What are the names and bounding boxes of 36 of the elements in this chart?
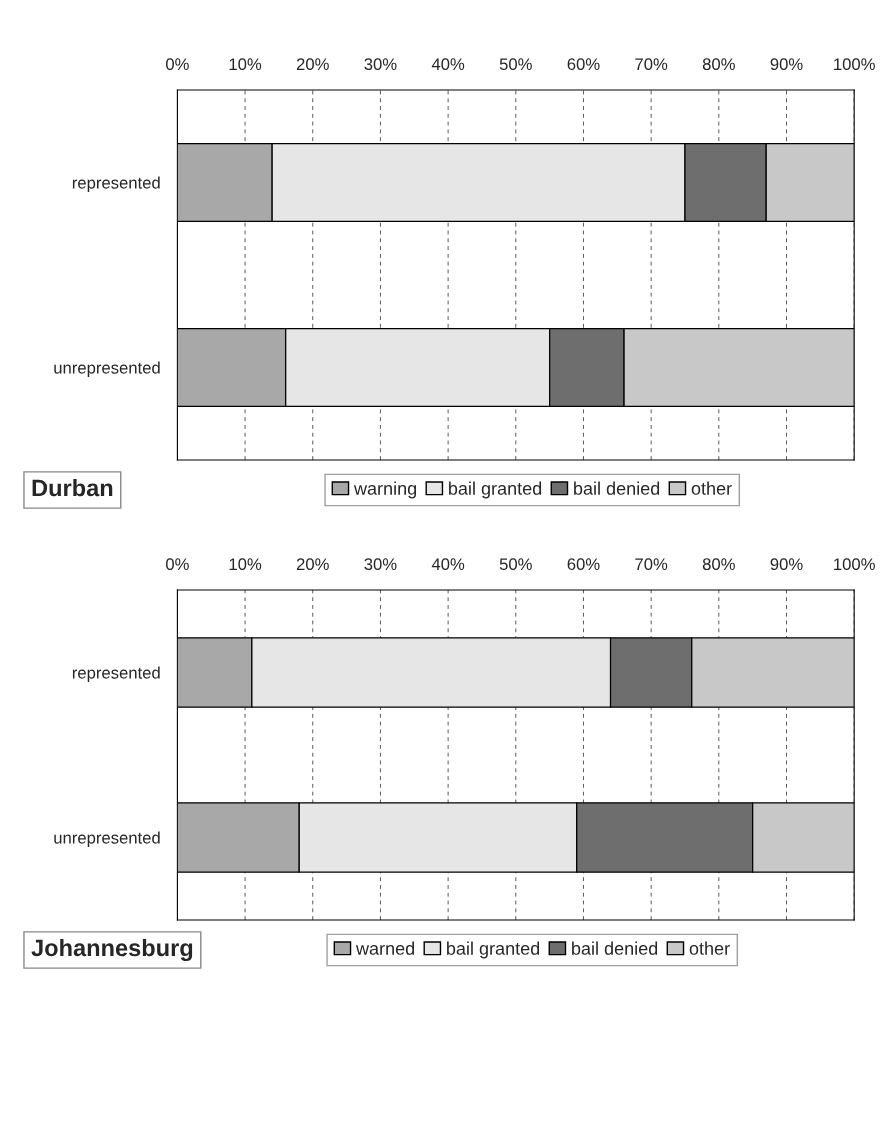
y-tick-label: represented: [72, 176, 160, 192]
x-tick-label: 100%: [834, 558, 875, 571]
x-tick-label: 10%: [229, 58, 262, 71]
x-tick-label: 10%: [229, 558, 262, 571]
x-tick-label: 0%: [166, 58, 189, 71]
x-tick-label: 80%: [702, 58, 735, 71]
x-tick-label: 90%: [770, 558, 803, 571]
x-tick-label: 40%: [431, 558, 465, 571]
x-tick-label: 20%: [296, 58, 329, 71]
y-tick-label: unrepresented: [54, 361, 160, 377]
x-tick-label: 30%: [364, 558, 397, 571]
x-tick-label: 60%: [567, 58, 600, 71]
legend-label: warned: [355, 941, 415, 955]
x-tick-label: 50%: [499, 58, 532, 71]
x-tick-label: 80%: [702, 558, 735, 571]
x-tick-label: 70%: [635, 558, 668, 571]
x-tick-label: 100%: [834, 58, 875, 71]
legend-label: bail granted: [449, 481, 542, 499]
legend-label: bail denied: [574, 481, 660, 495]
x-tick-label: 70%: [635, 58, 668, 71]
x-tick-label: 90%: [770, 58, 803, 71]
x-tick-label: 0%: [166, 558, 189, 571]
legend-label: other: [691, 481, 732, 495]
x-tick-label: 30%: [364, 58, 397, 71]
x-tick-label: 50%: [499, 558, 532, 571]
text: Durban: [32, 478, 113, 497]
y-tick-label: represented: [72, 666, 160, 682]
text: Johannesburg: [31, 938, 193, 962]
y-tick-label: unrepresented: [54, 831, 160, 847]
legend-label: other: [689, 941, 730, 955]
legend-label: bail granted: [447, 941, 540, 959]
legend-label: bail denied: [572, 941, 658, 955]
x-tick-label: 20%: [296, 558, 329, 571]
x-tick-label: 40%: [431, 58, 465, 71]
x-tick-label: 60%: [567, 558, 600, 571]
legend-label: warning: [353, 481, 417, 499]
